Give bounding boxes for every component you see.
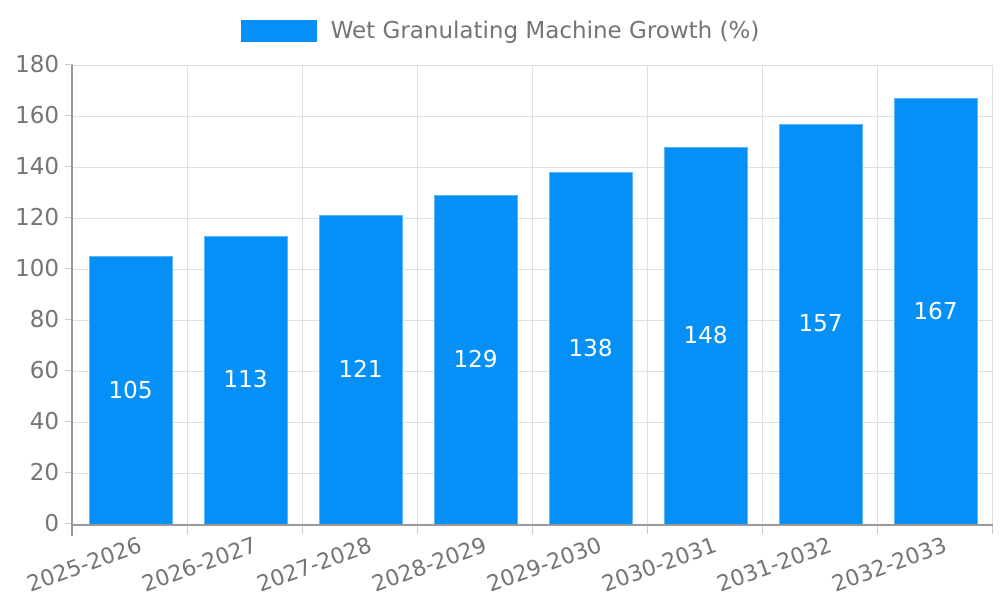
x-axis-tick [877, 524, 878, 534]
gridline-vertical [647, 65, 648, 524]
x-axis-tick [647, 524, 648, 534]
bar[interactable]: 121 [318, 215, 403, 524]
bar[interactable]: 113 [203, 235, 288, 524]
y-axis-label: 40 [29, 409, 59, 435]
gridline-vertical [992, 65, 993, 524]
y-axis-label: 120 [15, 205, 59, 231]
bar-value-label: 129 [453, 347, 498, 374]
x-axis-tick [532, 524, 533, 534]
y-axis-label: 60 [29, 358, 59, 384]
gridline-vertical [417, 65, 418, 524]
x-axis-label: 2032-2033 [828, 533, 950, 598]
gridline-horizontal [73, 167, 993, 168]
bar[interactable]: 167 [893, 98, 978, 524]
y-axis-tick [65, 319, 73, 320]
plot-area: 105 113 121 129 138 148 157 167 [73, 65, 993, 524]
y-axis-tick [65, 472, 73, 473]
x-axis-tick [302, 524, 303, 534]
y-axis-label: 160 [15, 103, 59, 129]
x-axis-line [71, 524, 993, 526]
gridline-horizontal [73, 65, 993, 66]
bar-value-label: 167 [913, 298, 958, 325]
gridline-vertical [532, 65, 533, 524]
gridline-horizontal [73, 473, 993, 474]
gridline-horizontal [73, 320, 993, 321]
gridline-vertical [302, 65, 303, 524]
gridline-vertical [762, 65, 763, 524]
x-axis-label: 2025-2026 [23, 533, 145, 598]
y-axis-line [71, 65, 73, 536]
y-axis-label: 0 [44, 511, 59, 537]
y-axis-tick [65, 217, 73, 218]
bar[interactable]: 148 [663, 146, 748, 524]
y-axis-tick [65, 268, 73, 269]
gridline-horizontal [73, 371, 993, 372]
y-axis-label: 180 [15, 52, 59, 78]
y-axis-label: 20 [29, 460, 59, 486]
bar[interactable]: 105 [88, 256, 173, 524]
x-axis-tick [417, 524, 418, 534]
y-axis-tick [65, 115, 73, 116]
bar[interactable]: 129 [433, 195, 518, 524]
x-axis-label: 2026-2027 [138, 533, 260, 598]
x-axis-label: 2030-2031 [598, 533, 720, 598]
bar[interactable]: 157 [778, 123, 863, 524]
bar-value-label: 138 [568, 335, 613, 362]
y-axis-tick [65, 523, 73, 524]
bar-value-label: 113 [223, 367, 268, 394]
legend-label[interactable]: Wet Granulating Machine Growth (%) [330, 18, 760, 44]
gridline-vertical [877, 65, 878, 524]
y-axis-label: 80 [29, 307, 59, 333]
gridline-horizontal [73, 269, 993, 270]
y-axis-tick [65, 64, 73, 65]
gridline-horizontal [73, 218, 993, 219]
x-axis-tick [187, 524, 188, 534]
bar[interactable]: 138 [548, 172, 633, 524]
legend-swatch[interactable] [240, 20, 317, 42]
x-axis-label: 2029-2030 [483, 533, 605, 598]
y-axis-tick [65, 421, 73, 422]
bar-value-label: 121 [338, 357, 383, 384]
y-axis-label: 100 [15, 256, 59, 282]
x-axis-tick [992, 524, 993, 534]
y-axis-label: 140 [15, 154, 59, 180]
y-axis-tick [65, 370, 73, 371]
x-axis-label: 2027-2028 [253, 533, 375, 598]
bar-value-label: 157 [798, 311, 843, 338]
bar-value-label: 148 [683, 322, 728, 349]
gridline-vertical [187, 65, 188, 524]
x-axis-tick [762, 524, 763, 534]
bar-value-label: 105 [108, 377, 153, 404]
gridline-horizontal [73, 116, 993, 117]
x-axis-label: 2028-2029 [368, 533, 490, 598]
x-axis-label: 2031-2032 [713, 533, 835, 598]
y-axis-tick [65, 166, 73, 167]
gridline-horizontal [73, 422, 993, 423]
legend[interactable]: Wet Granulating Machine Growth (%) [0, 18, 1000, 44]
